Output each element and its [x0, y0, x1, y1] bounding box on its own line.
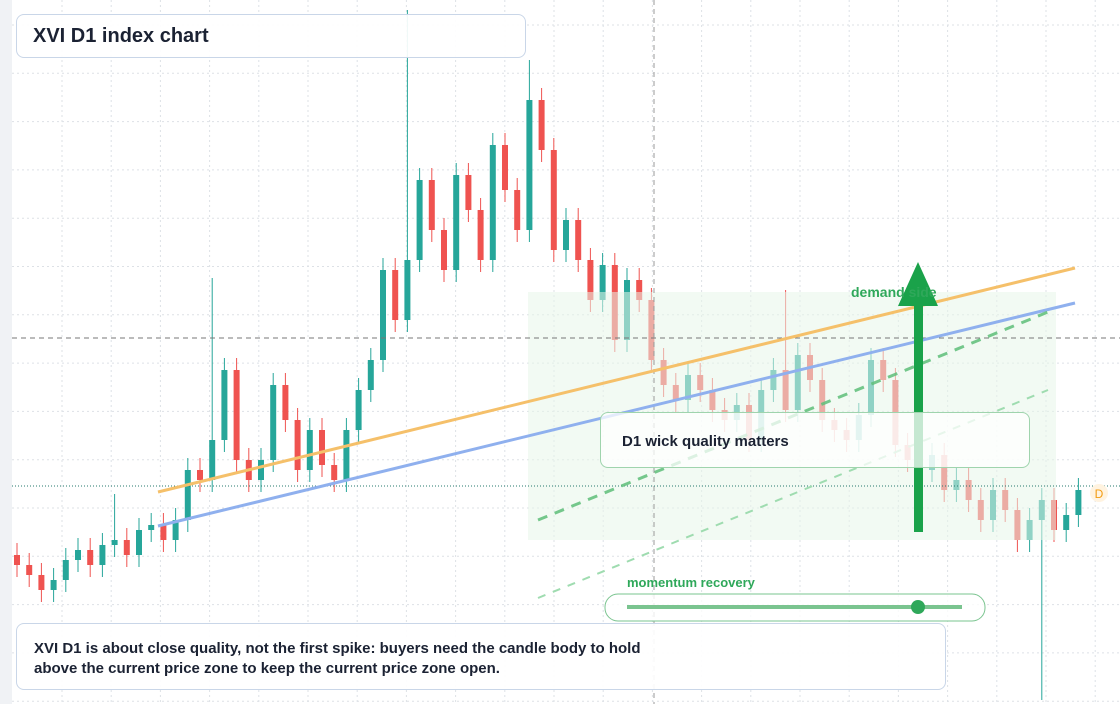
candle-body	[294, 420, 301, 470]
arrow-head	[898, 262, 938, 306]
left-edge	[0, 0, 12, 704]
candle-body	[75, 550, 81, 560]
candle-body	[87, 550, 94, 565]
candle-body	[136, 530, 142, 555]
candle-body	[550, 150, 557, 250]
candle-body	[172, 520, 179, 540]
candle-body	[233, 370, 240, 460]
candle-body	[270, 385, 277, 460]
candle-body	[380, 270, 386, 360]
note: XVI D1 is about close quality, not the f…	[16, 623, 946, 690]
candle-body	[465, 175, 472, 210]
candle-body	[26, 565, 33, 575]
candle-body	[319, 430, 325, 465]
candle-body	[428, 180, 435, 230]
candle-body	[526, 100, 533, 230]
candle-body	[209, 440, 216, 480]
momentum-label: momentum recovery	[627, 575, 756, 590]
candle-body	[575, 220, 582, 260]
demand-label: demand side	[851, 284, 937, 300]
candle-body	[221, 370, 228, 440]
wick-note: D1 wick quality matters	[600, 412, 1030, 468]
candle-body	[404, 260, 411, 320]
candle-body	[38, 575, 45, 590]
candle-body	[331, 465, 338, 480]
candle-body	[184, 470, 191, 520]
candle-body	[453, 175, 460, 270]
candle-body	[50, 580, 57, 590]
candle-body	[258, 460, 264, 480]
candle-body	[514, 190, 521, 230]
candle-body	[148, 525, 155, 530]
candle-body	[636, 280, 643, 300]
candle-body	[563, 220, 569, 250]
candle-body	[99, 545, 106, 565]
note-text: XVI D1 is about close quality, not the f…	[34, 640, 641, 677]
candle-body	[599, 265, 606, 300]
candle-body	[306, 430, 313, 470]
candle-body	[1063, 515, 1070, 530]
candle-body	[538, 100, 545, 150]
candle-body	[197, 470, 203, 480]
candle-body	[477, 210, 484, 260]
candle-body	[502, 145, 508, 190]
channel-line	[537, 389, 1049, 599]
candle-body	[441, 230, 447, 270]
candle-body	[123, 540, 130, 555]
slider-thumb[interactable]	[911, 600, 925, 614]
candle-body	[160, 525, 167, 540]
candle-body	[367, 360, 374, 390]
candle-body	[416, 180, 423, 260]
candle-body	[489, 145, 496, 260]
candle-body	[14, 555, 20, 565]
candle-body	[587, 260, 594, 300]
candle-body	[355, 390, 362, 430]
candle-body	[111, 540, 118, 545]
chart-title: XVI D1 index chart	[16, 14, 526, 58]
marker: D	[1095, 487, 1104, 501]
marker-bg	[1090, 484, 1108, 502]
candle-body	[62, 560, 69, 580]
candle-body	[1075, 490, 1082, 515]
candle-body	[282, 385, 289, 420]
candle-body	[343, 430, 350, 480]
candle-body	[392, 270, 399, 320]
